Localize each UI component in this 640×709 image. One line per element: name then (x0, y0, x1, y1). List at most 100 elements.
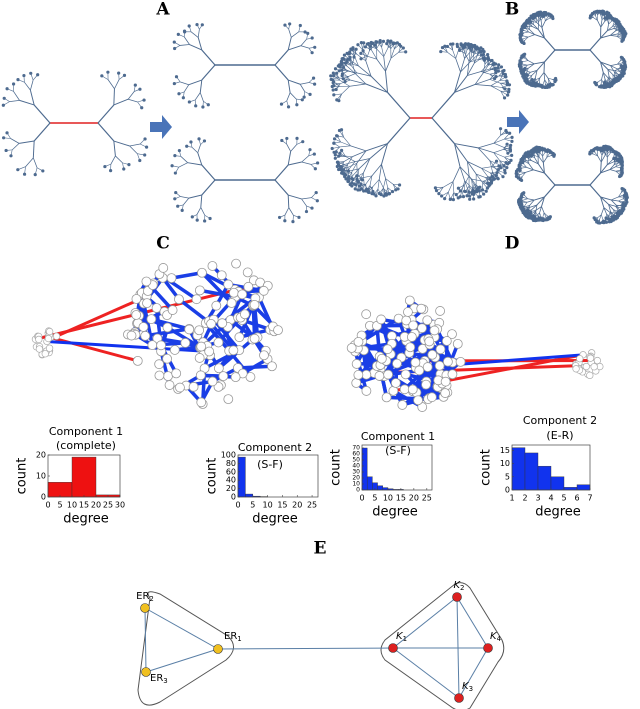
network-node (194, 285, 205, 296)
tree-edge (460, 58, 465, 73)
tree-edge (607, 28, 614, 31)
network-node (397, 400, 408, 410)
tree-edge (527, 63, 535, 66)
tree-edge (467, 71, 482, 76)
tree-edge (356, 72, 372, 77)
tree-edge (13, 91, 20, 101)
graph-node (140, 603, 150, 613)
network-node (175, 382, 185, 393)
bar (511, 447, 526, 491)
network-node (154, 359, 165, 370)
tree-leaf (459, 42, 463, 46)
tree-edge (97, 122, 115, 142)
tree-leaf (339, 166, 343, 170)
tree-edge (349, 83, 366, 87)
tree-leaf (440, 45, 445, 50)
tree-edge (616, 68, 621, 74)
tree-leaf (291, 220, 295, 224)
tree-edge (301, 198, 307, 207)
network-node (195, 370, 206, 381)
network-node (217, 318, 228, 329)
tree-edge (288, 194, 302, 200)
tree-leaf (176, 32, 180, 36)
tree-leaf (486, 53, 490, 57)
tree-edge (589, 49, 602, 63)
network-node (374, 371, 385, 381)
tree-edge (197, 29, 200, 38)
tree-edge (544, 79, 546, 85)
network-node (361, 309, 372, 320)
network-node (164, 380, 175, 390)
tree-leaf (332, 141, 336, 145)
graph-edge (144, 607, 147, 673)
network-node (414, 365, 425, 376)
tree-edge (365, 175, 373, 185)
group-outline (380, 582, 505, 709)
tree-leaf (331, 81, 335, 85)
tree-edge (532, 18, 537, 23)
tree-leaf (11, 82, 16, 86)
y-axis-label: count (205, 458, 220, 495)
tree-leaf (286, 105, 291, 109)
x-tick-label: 25 (307, 501, 317, 510)
network-node (228, 287, 239, 298)
network-node (211, 300, 222, 311)
tree-edge (537, 29, 545, 39)
tree-edge (535, 211, 539, 217)
network-node (218, 371, 229, 382)
network-node (169, 345, 180, 355)
tree-leaf (455, 44, 460, 49)
network-node (166, 273, 177, 284)
tree-leaf (138, 158, 142, 163)
tree-edge (351, 163, 358, 173)
tree-leaf (313, 45, 317, 49)
tree-leaf (501, 69, 505, 73)
network-node (213, 337, 224, 348)
tree-edge (541, 196, 545, 207)
bar (237, 456, 246, 498)
tree-edge (523, 60, 529, 62)
tree-edge (543, 184, 556, 198)
tree-edge (545, 18, 550, 22)
network-node (400, 369, 411, 380)
tree-edge (33, 122, 51, 142)
tree-edge (610, 65, 618, 70)
tree-leaf (356, 43, 360, 47)
tree-leaf (502, 96, 507, 100)
tree-edge (476, 173, 486, 178)
y-tick-label: 20 (352, 475, 360, 482)
tree-edge (354, 56, 359, 67)
tree-edge (113, 140, 116, 156)
network-node (399, 384, 410, 395)
tree-edge (357, 168, 360, 179)
tree-edge (190, 31, 199, 38)
tree-edge (477, 147, 494, 154)
tree-edge (543, 72, 549, 79)
bar (245, 493, 254, 498)
tree-leaf (592, 216, 596, 220)
x-tick-label: 15 (277, 501, 287, 510)
tree-edge (534, 157, 539, 165)
tree-leaf (363, 45, 367, 49)
network-node (147, 340, 158, 351)
tree-edge (288, 161, 302, 166)
tree-edge (455, 58, 461, 73)
tree-edge (431, 92, 455, 119)
tree-leaf (475, 190, 479, 194)
tree-leaf (177, 92, 181, 96)
network-node (131, 294, 142, 304)
tree-edge (524, 205, 530, 207)
tree-leaf (354, 47, 358, 51)
bar (377, 485, 383, 491)
tree-edge (342, 155, 353, 157)
tree-leaf (206, 103, 210, 107)
tree-leaf (475, 46, 479, 50)
network-node (407, 384, 418, 395)
tree-leaf (340, 148, 344, 152)
graph-edge (392, 596, 458, 649)
tree-edge (546, 155, 552, 158)
tree-leaf (519, 206, 523, 210)
tree-edge (288, 207, 294, 216)
network-node (442, 356, 453, 367)
tree-leaf (488, 176, 492, 181)
